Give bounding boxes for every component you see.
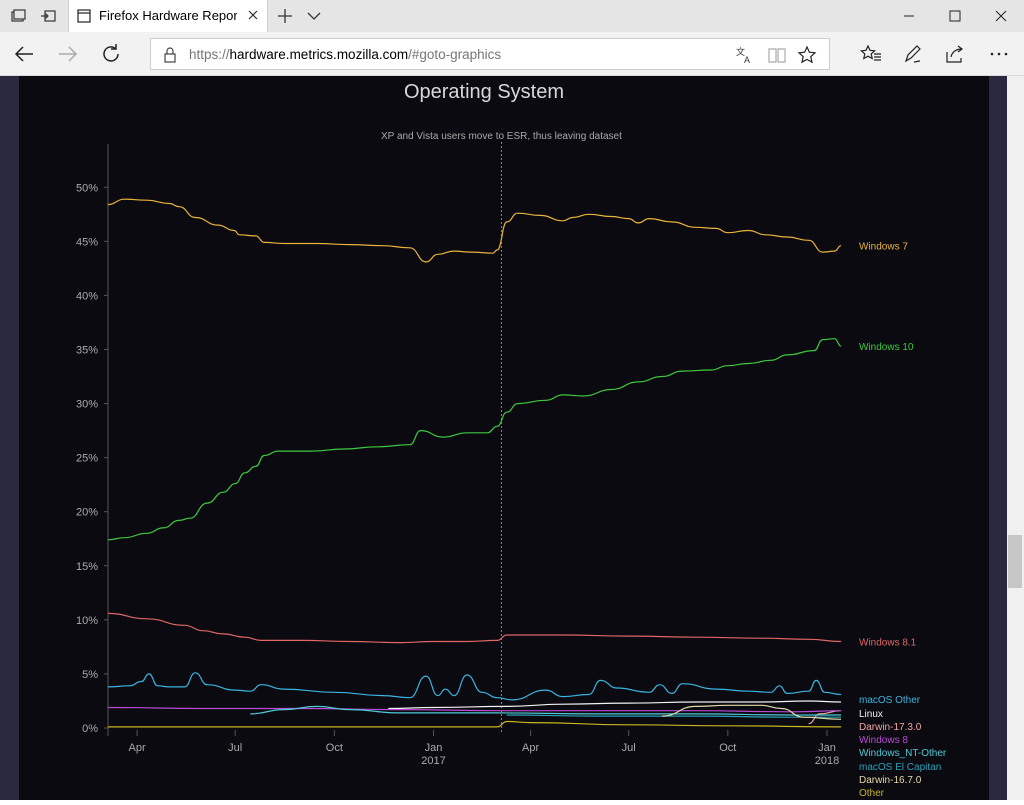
x-tick-label: Oct <box>326 742 343 754</box>
y-tick-label: 40% <box>76 290 98 302</box>
series-label-macos-other: macOS Other <box>859 695 921 706</box>
svg-text:文: 文 <box>736 46 745 57</box>
more-icon[interactable] <box>988 43 1010 65</box>
page-margin-left <box>0 76 19 800</box>
share-icon[interactable] <box>944 43 966 65</box>
series-label-windows-8: Windows 8 <box>859 735 908 746</box>
x-tick-label: Oct <box>719 742 736 754</box>
series-line-windows-nt-other <box>250 705 841 716</box>
series-label-windows-7: Windows 7 <box>859 242 908 253</box>
series-line-windows-8-1 <box>107 612 842 644</box>
x-tick-label: Jul <box>228 742 242 754</box>
tab-strip: Firefox Hardware Repor <box>0 0 1024 32</box>
close-tab-icon[interactable] <box>245 7 261 23</box>
series-label-linux: Linux <box>859 709 883 720</box>
close-window-icon[interactable] <box>978 0 1024 32</box>
address-bar[interactable]: https://hardware.metrics.mozilla.com/#go… <box>150 38 830 70</box>
translate-icon[interactable]: 文A <box>735 45 755 65</box>
y-tick-label: 20% <box>76 507 98 519</box>
y-tick-label: 50% <box>76 182 98 194</box>
set-tabs-aside-icon[interactable] <box>40 8 56 24</box>
x-tick-label: Jan <box>425 742 443 754</box>
tab-preview-icon[interactable] <box>10 8 26 24</box>
back-icon[interactable] <box>12 42 36 66</box>
y-tick-label: 35% <box>76 344 98 356</box>
x-tick-label: Jan <box>818 742 836 754</box>
series-line-other <box>108 720 842 728</box>
y-tick-label: 25% <box>76 453 98 465</box>
maximize-icon[interactable] <box>932 0 978 32</box>
y-tick-label: 45% <box>76 236 98 248</box>
refresh-icon[interactable] <box>99 42 123 66</box>
chart-panel: Operating System XP and Vista users move… <box>19 76 989 800</box>
series-line-windows-8 <box>107 706 842 713</box>
x-tick-label: Jul <box>622 742 636 754</box>
series-line-darwin-16-7-0 <box>662 704 842 720</box>
lock-icon[interactable] <box>163 47 177 63</box>
chevron-down-icon[interactable] <box>306 9 322 23</box>
url-scheme: https:// <box>189 47 230 62</box>
url-text[interactable]: https://hardware.metrics.mozilla.com/#go… <box>189 47 501 62</box>
tab-title: Firefox Hardware Repor <box>99 8 237 23</box>
series-label-darwin-16-7-0: Darwin-16.7.0 <box>859 775 922 786</box>
scrollbar-thumb[interactable] <box>1008 535 1022 588</box>
pen-icon[interactable] <box>902 43 924 65</box>
scrollbar[interactable] <box>1007 76 1024 800</box>
chart-title: Operating System <box>404 81 564 103</box>
series-line-windows-10 <box>107 338 842 541</box>
y-tick-label: 30% <box>76 399 98 411</box>
y-tick-label: 15% <box>76 561 98 573</box>
page-icon <box>77 9 91 23</box>
series-line-darwin-17-3-0 <box>808 710 842 725</box>
navigation-bar: https://hardware.metrics.mozilla.com/#go… <box>0 32 1024 76</box>
series-label-windows-10: Windows 10 <box>859 342 914 353</box>
series-line-windows-7 <box>107 198 842 263</box>
url-path: /#goto-graphics <box>408 47 502 62</box>
series-label-macos-el-capitan: macOS El Capitan <box>859 762 941 773</box>
url-host: hardware.metrics.mozilla.com <box>229 47 409 62</box>
series-line-linux <box>388 700 842 710</box>
favorite-star-icon[interactable] <box>797 45 817 65</box>
reading-view-icon[interactable] <box>767 45 787 65</box>
os-line-chart: Operating System XP and Vista users move… <box>76 81 947 799</box>
series-line-macos-other <box>107 672 842 701</box>
active-tab[interactable]: Firefox Hardware Repor <box>68 0 268 32</box>
series-label-windows-nt-other: Windows_NT-Other <box>859 748 947 759</box>
series-label-windows-8-1: Windows 8.1 <box>859 637 917 648</box>
x-tick-year-label: 2018 <box>815 755 839 767</box>
page-content: Operating System XP and Vista users move… <box>0 76 1024 800</box>
series-label-other: Other <box>859 788 885 799</box>
page-margin-right <box>989 76 1007 800</box>
y-tick-label: 0% <box>82 723 98 735</box>
minimize-icon[interactable] <box>886 0 932 32</box>
y-tick-label: 10% <box>76 615 98 627</box>
x-tick-label: Apr <box>129 742 146 754</box>
svg-text:A: A <box>744 55 750 65</box>
y-tick-label: 5% <box>82 669 98 681</box>
favorites-hub-icon[interactable] <box>860 43 882 65</box>
new-tab-icon[interactable] <box>276 7 294 25</box>
series-label-darwin-17-3-0: Darwin-17.3.0 <box>859 722 922 733</box>
x-tick-label: Apr <box>522 742 539 754</box>
x-tick-year-label: 2017 <box>421 755 445 767</box>
forward-icon[interactable] <box>56 42 80 66</box>
chart-annotation: XP and Vista users move to ESR, thus lea… <box>381 131 622 142</box>
